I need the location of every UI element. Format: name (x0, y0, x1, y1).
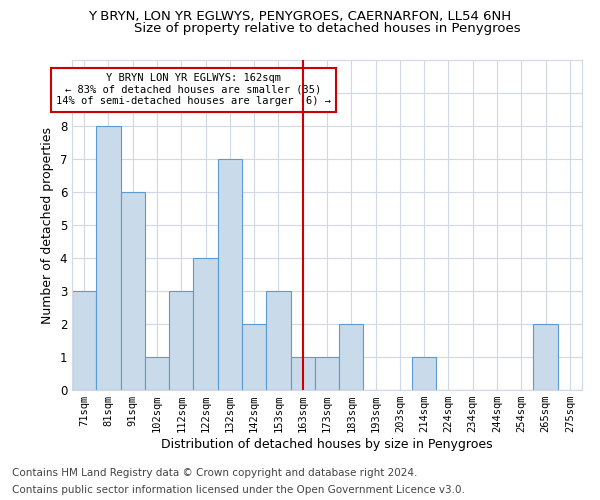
Bar (169, 291, 193, 390)
Text: Contains HM Land Registry data © Crown copyright and database right 2024.: Contains HM Land Registry data © Crown c… (12, 468, 418, 477)
X-axis label: Distribution of detached houses by size in Penygroes: Distribution of detached houses by size … (161, 438, 493, 451)
Bar (339, 324, 364, 390)
Bar (266, 291, 290, 390)
Text: Y BRYN LON YR EGLWYS: 162sqm
← 83% of detached houses are smaller (35)
14% of se: Y BRYN LON YR EGLWYS: 162sqm ← 83% of de… (56, 73, 331, 106)
Text: Y BRYN, LON YR EGLWYS, PENYGROES, CAERNARFON, LL54 6NH: Y BRYN, LON YR EGLWYS, PENYGROES, CAERNA… (88, 10, 512, 23)
Bar (72, 291, 96, 390)
Bar (315, 357, 339, 390)
Bar (412, 357, 436, 390)
Bar (533, 324, 558, 390)
Title: Size of property relative to detached houses in Penygroes: Size of property relative to detached ho… (134, 22, 520, 35)
Bar (193, 258, 218, 390)
Bar (218, 159, 242, 390)
Bar (242, 324, 266, 390)
Y-axis label: Number of detached properties: Number of detached properties (41, 126, 54, 324)
Text: Contains public sector information licensed under the Open Government Licence v3: Contains public sector information licen… (12, 485, 465, 495)
Bar (145, 357, 169, 390)
Bar (121, 192, 145, 390)
Bar (96, 126, 121, 390)
Bar (290, 357, 315, 390)
